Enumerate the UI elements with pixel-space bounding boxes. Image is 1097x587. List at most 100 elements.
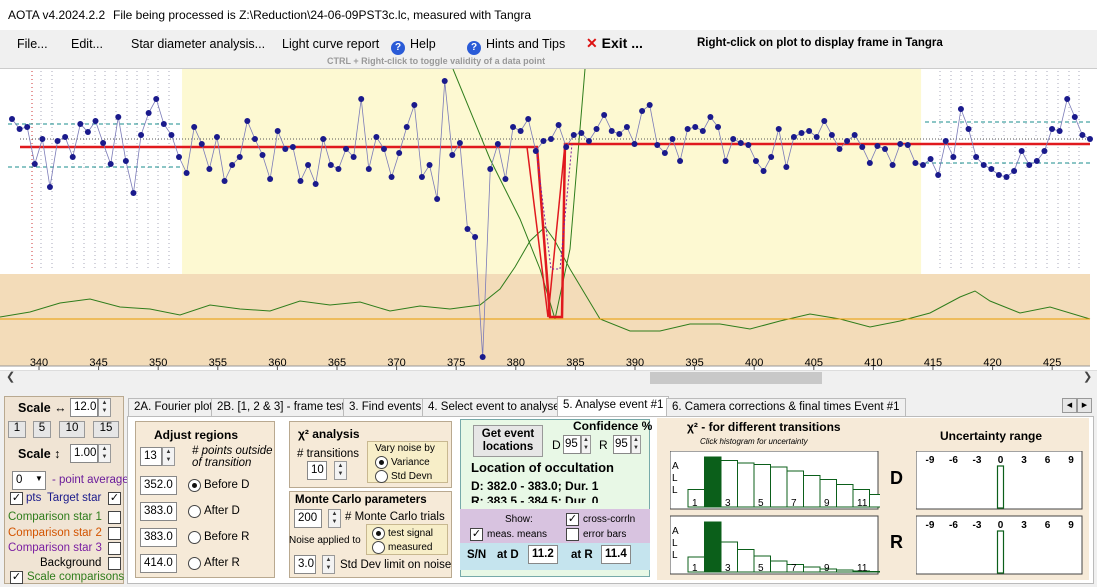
data-point	[31, 161, 38, 167]
comp1-checkbox[interactable]	[108, 511, 121, 524]
menu-hints[interactable]: ? Hints and Tips	[467, 37, 565, 55]
target-star-checkbox[interactable]: ✓	[108, 492, 121, 505]
confidence-r-input[interactable]: 95	[613, 435, 631, 454]
confidence-r-spinner[interactable]: ▲ ▼	[631, 435, 641, 454]
monte-carlo-trials-input[interactable]: 200	[294, 509, 322, 528]
background-checkbox[interactable]	[108, 557, 121, 570]
confidence-d-label: D	[552, 438, 561, 452]
error-bars-checkbox[interactable]	[566, 528, 579, 541]
std-limit-spinner[interactable]: ▲ ▼	[322, 555, 335, 574]
scale-v-input[interactable]: 1.00	[70, 444, 98, 463]
plot-canvas[interactable]: 340 345 350 355 360 365 370 375 380 385 390 395 400 4…	[0, 68, 1097, 371]
data-point	[1071, 114, 1078, 120]
chi2-analysis-title: χ² analysis	[298, 427, 360, 441]
pts-checkbox[interactable]: ✓	[10, 492, 23, 505]
ctrl-hint: CTRL + Right-click to toggle validity of…	[327, 56, 546, 66]
scroll-right-icon[interactable]: ❯	[1083, 371, 1093, 383]
scale-button-15[interactable]: 15	[93, 421, 119, 438]
cross-corr-checkbox[interactable]: ✓	[566, 513, 579, 526]
points-outside-spinner[interactable]: ▲ ▼	[162, 447, 175, 466]
scale-v-spinner[interactable]: ▲ ▼	[98, 444, 111, 463]
tab-select-event[interactable]: 4. Select event to analyse	[422, 398, 566, 416]
menu-edit[interactable]: Edit...	[71, 37, 103, 51]
data-point	[866, 160, 873, 166]
point-average-select[interactable]: 0	[12, 471, 46, 490]
scale-h-input[interactable]: 12.0	[70, 398, 98, 417]
tab-camera-corrections[interactable]: 6. Camera corrections & final times Even…	[666, 398, 906, 416]
tab-fourier-plot[interactable]: 2A. Fourier plot	[128, 398, 219, 416]
d-histogram-bar	[770, 466, 788, 508]
transitions-spinner[interactable]: ▲ ▼	[334, 461, 347, 480]
menu-help[interactable]: ? Help	[391, 37, 436, 55]
scale-button-5[interactable]: 5	[33, 421, 51, 438]
after-d-label: After D	[204, 505, 240, 517]
monte-carlo-trials-spinner[interactable]: ▲ ▼	[328, 509, 341, 528]
scale-h-spinner[interactable]: ▲ ▼	[98, 398, 111, 417]
after-d-value[interactable]: 383.0	[140, 502, 177, 521]
d-all-letter: A	[672, 461, 679, 472]
get-event-locations-button[interactable]: Get event locations	[473, 425, 543, 457]
scroll-left-icon[interactable]: ❮	[6, 371, 16, 383]
points-outside-input[interactable]: 13	[140, 447, 162, 466]
menu-file[interactable]: File...	[17, 37, 48, 51]
transitions-input[interactable]: 10	[307, 461, 327, 480]
confidence-d-input[interactable]: 95	[563, 435, 581, 454]
data-point	[707, 114, 714, 120]
menu-light-curve-report[interactable]: Light curve report	[282, 37, 380, 51]
data-point	[396, 150, 403, 156]
test-signal-radio[interactable]	[372, 527, 385, 540]
scale-comparisons-checkbox[interactable]: ✓	[10, 571, 23, 584]
std-devn-radio[interactable]	[375, 470, 388, 483]
data-point	[168, 132, 175, 138]
scale-button-1[interactable]: 1	[8, 421, 26, 438]
comp3-checkbox[interactable]	[108, 542, 121, 555]
variance-radio[interactable]	[375, 456, 388, 469]
d-histogram-bar	[836, 484, 854, 508]
data-point	[380, 146, 387, 152]
std-limit-input[interactable]: 3.0	[294, 555, 316, 574]
sn-at-d-label: at D	[497, 549, 519, 561]
r-histogram-x-label-5: 5	[758, 563, 764, 574]
meas-means-checkbox[interactable]: ✓	[470, 528, 483, 541]
d-uncertainty-tick-3: 3	[1021, 455, 1027, 466]
after-r-radio[interactable]	[188, 557, 201, 570]
x-tick-label-410: 410	[864, 357, 882, 369]
plot-scrollbar[interactable]	[0, 370, 1097, 386]
monte-carlo-title: Monte Carlo parameters	[295, 494, 427, 506]
scale-h-label: Scale ↔	[18, 401, 67, 415]
tab-find-events[interactable]: 3. Find events	[343, 398, 428, 416]
before-d-value[interactable]: 352.0	[140, 476, 177, 495]
tab-analyse-event[interactable]: 5. Analyse event #1	[557, 396, 670, 416]
title-bar: AOTA v4.2024.2.2 File being processed is…	[0, 0, 1097, 30]
data-point	[1011, 168, 1018, 174]
data-point	[639, 108, 646, 114]
data-point	[365, 166, 372, 172]
before-d-radio[interactable]	[188, 479, 201, 492]
data-point	[411, 102, 418, 108]
data-point	[130, 190, 137, 196]
tab-scroll-right-icon[interactable]: ▶	[1077, 398, 1092, 413]
confidence-d-spinner[interactable]: ▲ ▼	[581, 435, 591, 454]
light-curve-plot[interactable]: 340 345 350 355 360 365 370 375 380 385 390 395 400 4…	[0, 68, 1097, 371]
menu-help-label: Help	[410, 37, 436, 51]
data-point	[510, 124, 517, 130]
measured-radio[interactable]	[372, 541, 385, 554]
menu-exit[interactable]: ✕ Exit ...	[586, 35, 643, 52]
comp2-checkbox[interactable]	[108, 527, 121, 540]
before-r-radio[interactable]	[188, 531, 201, 544]
data-point	[631, 141, 638, 147]
after-r-value[interactable]: 414.0	[140, 554, 177, 573]
data-point	[221, 178, 228, 184]
before-r-value[interactable]: 383.0	[140, 528, 177, 547]
scrollbar-thumb[interactable]	[650, 372, 822, 384]
scale-button-10[interactable]: 10	[59, 421, 85, 438]
data-point	[995, 172, 1002, 178]
d-uncertainty-tick--3: -3	[973, 455, 982, 466]
tab-scroll-left-icon[interactable]: ◀	[1062, 398, 1077, 413]
menu-star-diameter[interactable]: Star diameter analysis...	[131, 37, 266, 51]
chevron-down-icon[interactable]: ▼	[35, 474, 43, 483]
x-tick-label-385: 385	[566, 357, 584, 369]
after-d-radio[interactable]	[188, 505, 201, 518]
tab-frame-test[interactable]: 2B. [1, 2 & 3] - frame test	[211, 398, 351, 416]
